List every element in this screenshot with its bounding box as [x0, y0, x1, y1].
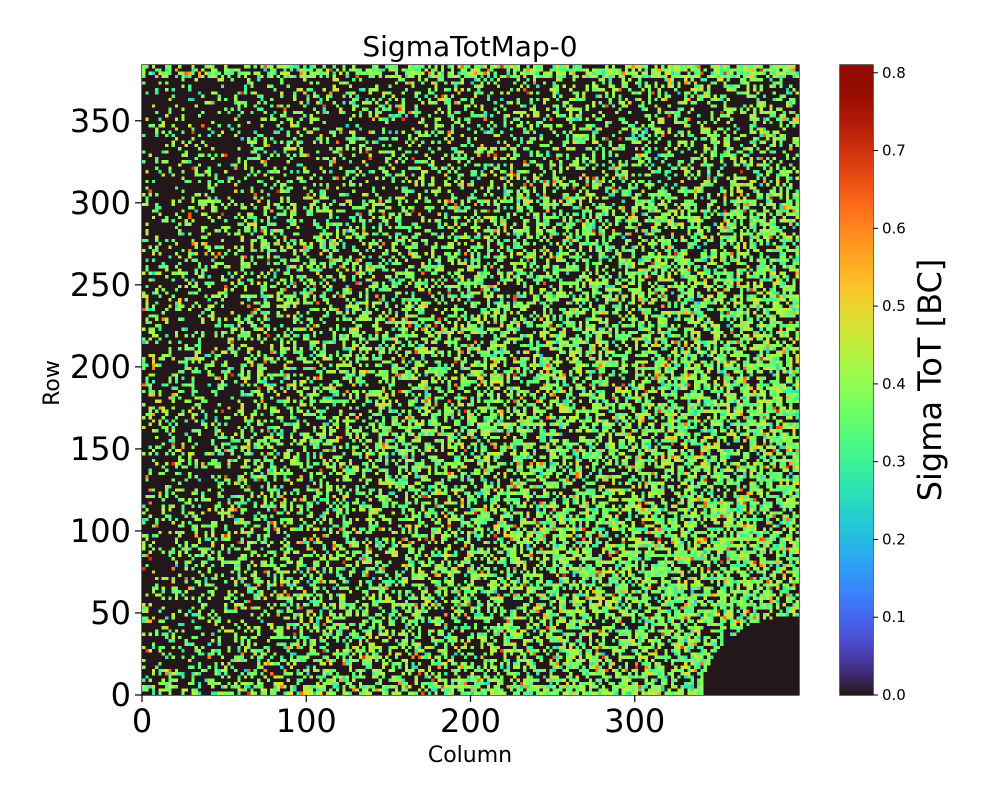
x-axis-label: Column [428, 743, 512, 768]
colorbar-tick-label: 0.2 [882, 530, 906, 548]
y-tick-label: 250 [70, 266, 131, 304]
chart-title: SigmaTotMap-0 [362, 30, 577, 63]
y-axis-label: Row [40, 360, 65, 406]
heatmap-plot-area [142, 65, 799, 695]
x-tick-label: 100 [276, 702, 337, 740]
colorbar [840, 65, 873, 695]
y-tick-label: 100 [70, 512, 131, 550]
colorbar-tick-label: 0.8 [882, 64, 906, 82]
colorbar-ticks: 0.0 0.1 0.2 0.3 0.4 0.5 0.6 0.7 0.8 [873, 64, 906, 704]
y-tick-label: 150 [70, 430, 131, 468]
colorbar-tick-label: 0.3 [882, 453, 906, 471]
colorbar-tick-label: 0.6 [882, 219, 906, 237]
x-tick-label: 0 [132, 702, 152, 740]
colorbar-tick-label: 0.5 [882, 297, 906, 315]
x-tick-label: 300 [604, 702, 665, 740]
x-axis-ticks: 0 100 200 300 [132, 695, 665, 740]
colorbar-tick-label: 0.0 [882, 686, 906, 704]
colorbar-tick-label: 0.7 [882, 142, 906, 160]
colorbar-tick-label: 0.4 [882, 375, 906, 393]
y-tick-label: 200 [70, 348, 131, 386]
y-tick-label: 300 [70, 184, 131, 222]
y-axis-ticks: 0 50 100 150 200 250 300 350 [70, 102, 142, 714]
y-tick-label: 350 [70, 102, 131, 140]
colorbar-label: Sigma ToT [BC] [911, 259, 949, 502]
colorbar-tick-label: 0.1 [882, 608, 906, 626]
x-tick-label: 200 [440, 702, 501, 740]
y-tick-label: 0 [111, 676, 131, 714]
y-tick-label: 50 [90, 594, 131, 632]
